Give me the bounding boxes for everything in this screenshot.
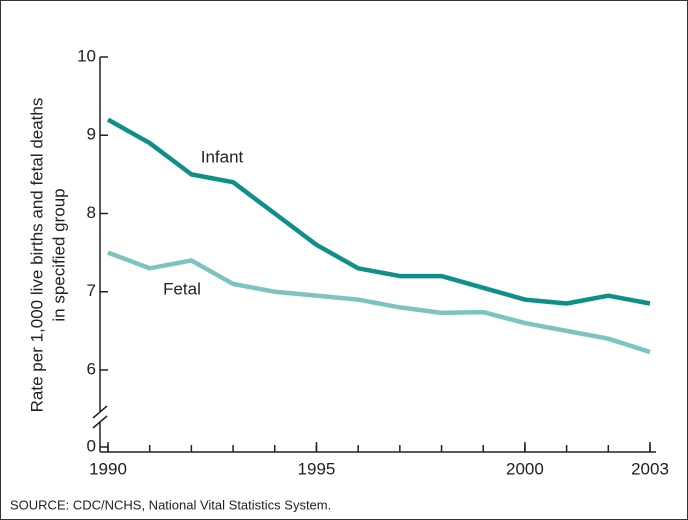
source-note: SOURCE: CDC/NCHS, National Vital Statist… [10, 497, 331, 512]
x-tick-label: 2000 [506, 459, 544, 478]
y-tick-label: 0 [87, 436, 96, 455]
x-tick-label: 1995 [298, 459, 336, 478]
y-axis-label: in specified group [49, 188, 68, 321]
y-tick-label: 9 [87, 125, 96, 144]
axis-break [92, 405, 108, 419]
series-line [107, 250, 651, 355]
y-tick-label: 8 [87, 203, 96, 222]
y-axis-label: Rate per 1,000 live births and fetal dea… [27, 98, 46, 413]
series-label: Fetal [163, 279, 201, 298]
y-tick-label: 6 [87, 359, 96, 378]
y-tick-label: 7 [87, 281, 96, 300]
x-tick-label: 1990 [89, 459, 127, 478]
series-line [106, 117, 651, 306]
axis-break [92, 415, 108, 429]
series-label: Infant [201, 147, 244, 166]
x-tick-label: 2003 [631, 459, 669, 478]
y-tick-label: 10 [77, 46, 96, 65]
